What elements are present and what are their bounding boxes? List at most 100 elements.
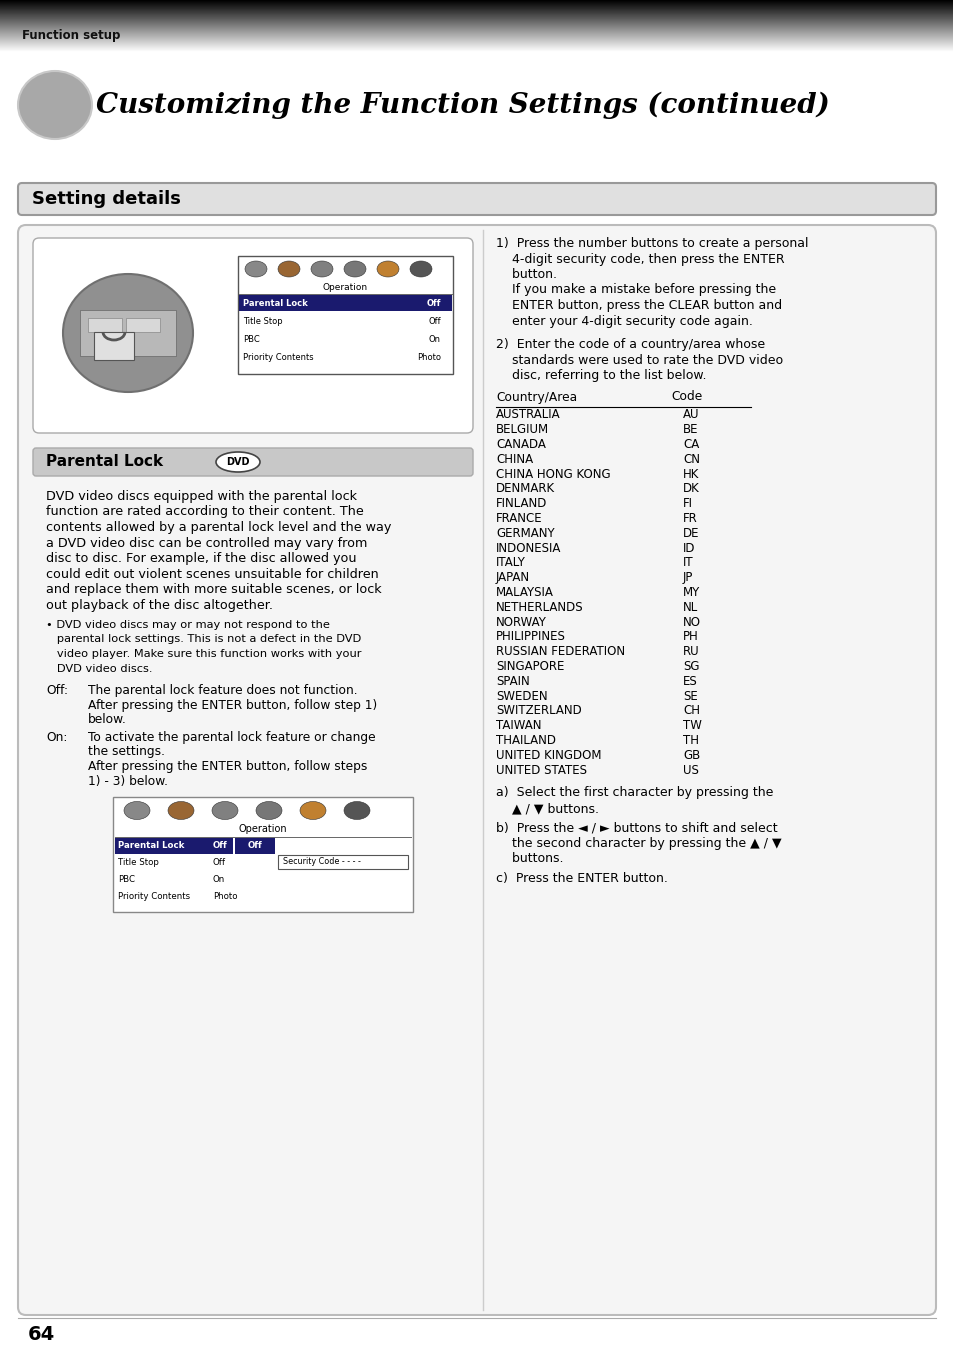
Text: Priority Contents: Priority Contents — [118, 892, 190, 900]
Text: ▲ / ▼ buttons.: ▲ / ▼ buttons. — [496, 802, 598, 816]
Text: Customizing the Function Settings (continued): Customizing the Function Settings (conti… — [96, 92, 829, 119]
Text: CH: CH — [682, 705, 700, 717]
Text: and replace them with more suitable scenes, or lock: and replace them with more suitable scen… — [46, 582, 381, 596]
Text: disc to disc. For example, if the disc allowed you: disc to disc. For example, if the disc a… — [46, 551, 356, 565]
Text: GB: GB — [682, 749, 700, 762]
Text: RUSSIAN FEDERATION: RUSSIAN FEDERATION — [496, 646, 624, 658]
Text: BE: BE — [682, 423, 698, 437]
Text: SWITZERLAND: SWITZERLAND — [496, 705, 581, 717]
Text: Parental Lock: Parental Lock — [243, 298, 308, 307]
Text: Title Stop: Title Stop — [243, 317, 282, 325]
Text: Off: Off — [248, 841, 262, 851]
Text: On:: On: — [46, 731, 68, 744]
Text: NETHERLANDS: NETHERLANDS — [496, 601, 583, 613]
Text: AU: AU — [682, 408, 699, 422]
Ellipse shape — [311, 262, 333, 276]
Text: PBC: PBC — [243, 334, 259, 344]
Text: RU: RU — [682, 646, 699, 658]
Text: TW: TW — [682, 720, 701, 732]
Text: Setting details: Setting details — [32, 190, 181, 208]
Text: TH: TH — [682, 735, 699, 747]
Text: DE: DE — [682, 527, 699, 541]
Text: SG: SG — [682, 661, 699, 673]
Text: a)  Select the first character by pressing the: a) Select the first character by pressin… — [496, 786, 773, 799]
Text: Parental Lock: Parental Lock — [118, 841, 184, 851]
Text: Off: Off — [213, 857, 226, 867]
Text: Operation: Operation — [323, 283, 368, 291]
Text: standards were used to rate the DVD video: standards were used to rate the DVD vide… — [496, 353, 782, 367]
Ellipse shape — [168, 802, 193, 820]
Text: SPAIN: SPAIN — [496, 675, 529, 687]
Text: PHILIPPINES: PHILIPPINES — [496, 631, 565, 643]
Text: MY: MY — [682, 586, 700, 599]
Text: 4-digit security code, then press the ENTER: 4-digit security code, then press the EN… — [496, 252, 783, 266]
Text: the second character by pressing the ▲ / ▼: the second character by pressing the ▲ /… — [496, 837, 781, 851]
Text: • DVD video discs may or may not respond to the: • DVD video discs may or may not respond… — [46, 620, 330, 630]
Text: ID: ID — [682, 542, 695, 554]
Text: Off: Off — [428, 317, 440, 325]
Text: out playback of the disc altogether.: out playback of the disc altogether. — [46, 599, 273, 612]
Ellipse shape — [215, 452, 260, 472]
Text: AUSTRALIA: AUSTRALIA — [496, 408, 560, 422]
Text: PBC: PBC — [118, 875, 135, 884]
Text: Country/Area: Country/Area — [496, 391, 577, 403]
Text: UNITED KINGDOM: UNITED KINGDOM — [496, 749, 601, 762]
Bar — [277, 855, 408, 868]
Text: ITALY: ITALY — [496, 557, 525, 569]
Text: 64: 64 — [28, 1325, 55, 1344]
Text: contents allowed by a parental lock level and the way: contents allowed by a parental lock leve… — [46, 520, 391, 534]
Bar — [115, 837, 233, 853]
FancyBboxPatch shape — [18, 225, 935, 1316]
FancyBboxPatch shape — [33, 448, 473, 476]
Text: FR: FR — [682, 512, 697, 526]
Bar — [234, 837, 274, 853]
Text: After pressing the ENTER button, follow step 1): After pressing the ENTER button, follow … — [88, 698, 376, 712]
Text: video player. Make sure this function works with your: video player. Make sure this function wo… — [46, 648, 361, 659]
Text: TAIWAN: TAIWAN — [496, 720, 541, 732]
Ellipse shape — [255, 802, 282, 820]
Ellipse shape — [124, 802, 150, 820]
Text: parental lock settings. This is not a defect in the DVD: parental lock settings. This is not a de… — [46, 635, 361, 644]
Text: CHINA HONG KONG: CHINA HONG KONG — [496, 468, 610, 481]
Text: 1)  Press the number buttons to create a personal: 1) Press the number buttons to create a … — [496, 237, 807, 249]
Text: Off: Off — [213, 841, 228, 851]
Ellipse shape — [245, 262, 267, 276]
Text: UNITED STATES: UNITED STATES — [496, 764, 586, 776]
Ellipse shape — [410, 262, 432, 276]
Text: Code: Code — [670, 391, 701, 403]
Text: DENMARK: DENMARK — [496, 483, 555, 496]
Text: IT: IT — [682, 557, 693, 569]
Text: NO: NO — [682, 616, 700, 628]
Text: To activate the parental lock feature or change: To activate the parental lock feature or… — [88, 731, 375, 744]
Text: DVD video discs equipped with the parental lock: DVD video discs equipped with the parent… — [46, 491, 356, 503]
Text: Off: Off — [426, 298, 440, 307]
Text: FI: FI — [682, 497, 692, 511]
Text: Photo: Photo — [416, 352, 440, 361]
Text: CHINA: CHINA — [496, 453, 533, 466]
Text: DVD video discs.: DVD video discs. — [46, 663, 152, 674]
Ellipse shape — [299, 802, 326, 820]
Text: If you make a mistake before pressing the: If you make a mistake before pressing th… — [496, 283, 776, 297]
Text: DVD: DVD — [226, 457, 250, 466]
FancyBboxPatch shape — [33, 239, 473, 433]
Text: 2)  Enter the code of a country/area whose: 2) Enter the code of a country/area whos… — [496, 338, 764, 350]
Text: FINLAND: FINLAND — [496, 497, 547, 511]
Text: Operation: Operation — [238, 824, 287, 833]
Text: Priority Contents: Priority Contents — [243, 352, 314, 361]
Text: buttons.: buttons. — [496, 852, 563, 865]
Text: BELGIUM: BELGIUM — [496, 423, 549, 437]
Text: THAILAND: THAILAND — [496, 735, 556, 747]
Ellipse shape — [344, 802, 370, 820]
Text: SE: SE — [682, 690, 697, 702]
Text: SINGAPORE: SINGAPORE — [496, 661, 564, 673]
Ellipse shape — [376, 262, 398, 276]
Bar — [126, 318, 160, 332]
Bar — [112, 797, 413, 911]
Bar — [88, 318, 122, 332]
Ellipse shape — [277, 262, 299, 276]
Text: The parental lock feature does not function.: The parental lock feature does not funct… — [88, 683, 357, 697]
Text: button.: button. — [496, 268, 557, 280]
Text: CA: CA — [682, 438, 699, 452]
Text: Off:: Off: — [46, 683, 68, 697]
Text: CANADA: CANADA — [496, 438, 545, 452]
